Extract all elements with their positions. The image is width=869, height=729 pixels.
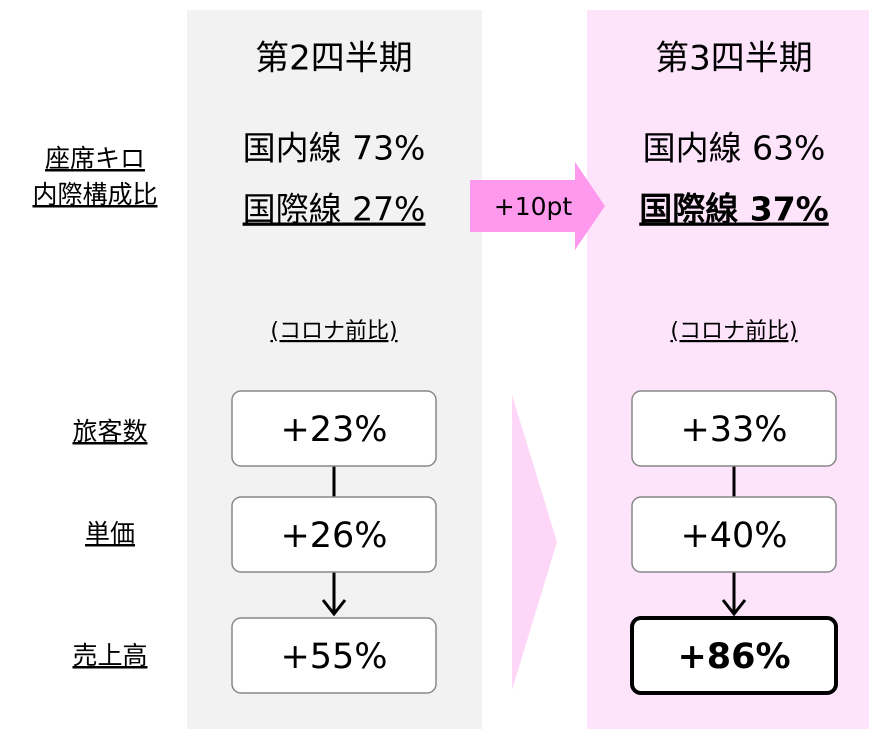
note: (コロナ前比) — [270, 319, 397, 344]
value-text: +33% — [680, 410, 787, 450]
value-text: +55% — [280, 637, 387, 677]
arrow-label: +10pt — [494, 192, 573, 221]
value-box — [231, 617, 437, 694]
row-label: 旅客数 — [72, 417, 147, 446]
q3-panel — [587, 10, 869, 729]
row-label: 座席キロ — [45, 144, 145, 173]
column-title: 第2四半期 — [255, 39, 413, 79]
value-box — [630, 616, 838, 695]
value-text: +23% — [280, 410, 387, 450]
arrow-head — [321, 599, 347, 617]
domestic: 国内線 73% — [243, 129, 426, 168]
row-label: 売上高 — [72, 641, 147, 670]
chevron — [512, 395, 557, 690]
international: 国際線 37% — [639, 190, 828, 229]
row-label: 単価 — [85, 519, 135, 548]
value-text: +86% — [677, 637, 790, 677]
value-text: +40% — [680, 516, 787, 556]
note: (コロナ前比) — [670, 319, 797, 344]
column-title: 第3四半期 — [655, 39, 813, 79]
value-text: +26% — [280, 516, 387, 556]
value-box — [631, 390, 837, 467]
value-box — [231, 496, 437, 573]
value-box — [631, 496, 837, 573]
value-box — [231, 390, 437, 467]
pink-arrow — [470, 162, 605, 250]
arrow-head — [721, 599, 747, 617]
row-label: 内際構成比 — [32, 180, 157, 209]
domestic: 国内線 63% — [643, 129, 826, 168]
international: 国際線 27% — [243, 190, 426, 229]
